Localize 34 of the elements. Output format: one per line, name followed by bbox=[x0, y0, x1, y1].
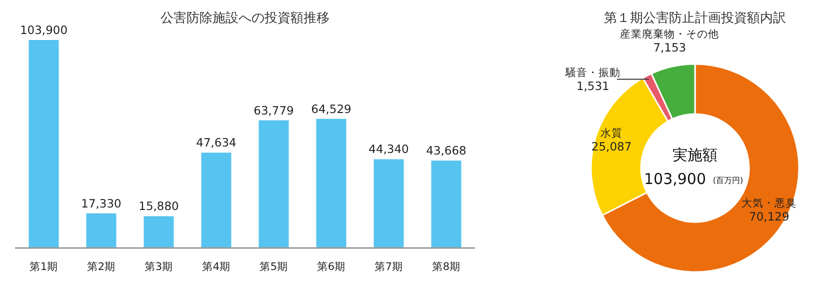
bar bbox=[86, 213, 116, 248]
bar bbox=[374, 159, 404, 248]
data-label: 47,634 bbox=[196, 136, 236, 150]
data-label: 64,529 bbox=[311, 102, 352, 116]
x-tick-label: 第6期 bbox=[316, 261, 346, 273]
bar bbox=[316, 118, 346, 248]
x-tick-label: 第3期 bbox=[144, 261, 174, 273]
text: 103,900 bbox=[644, 170, 706, 188]
text: (百万円) bbox=[712, 176, 744, 185]
bar bbox=[431, 160, 462, 248]
x-tick-label: 第5期 bbox=[259, 261, 288, 273]
x-tick-label: 第8期 bbox=[432, 261, 461, 273]
x-tick-label: 第2期 bbox=[86, 261, 116, 273]
x-tick-label: 第1期 bbox=[29, 261, 58, 273]
data-label: 63,779 bbox=[254, 103, 294, 118]
bar bbox=[201, 152, 232, 248]
bar bbox=[258, 120, 289, 248]
data-label: 103,900 bbox=[20, 23, 68, 37]
data-label: 43,668 bbox=[426, 144, 466, 158]
slice-label: 産業廃棄物・その他 bbox=[620, 28, 720, 41]
bar bbox=[28, 40, 59, 248]
data-label: 44,340 bbox=[368, 142, 409, 156]
data-label: 15,880 bbox=[138, 199, 179, 214]
data-label: 1,531 bbox=[576, 79, 610, 94]
data-label: 17,330 bbox=[81, 196, 122, 210]
bar bbox=[144, 216, 174, 248]
slice-label: 水質 bbox=[600, 126, 623, 140]
slice-label: 騒音・振動 bbox=[564, 66, 620, 80]
data-label: 7,153 bbox=[653, 40, 686, 55]
x-tick-label: 第7期 bbox=[374, 261, 404, 273]
x-tick-label: 第4期 bbox=[202, 261, 231, 273]
chart-title: 公害防除施設への投資額推移 bbox=[160, 10, 330, 26]
chart-title: 第１期公害防止計画投資額内訳 bbox=[604, 10, 786, 26]
text: 実施額 bbox=[672, 146, 718, 164]
